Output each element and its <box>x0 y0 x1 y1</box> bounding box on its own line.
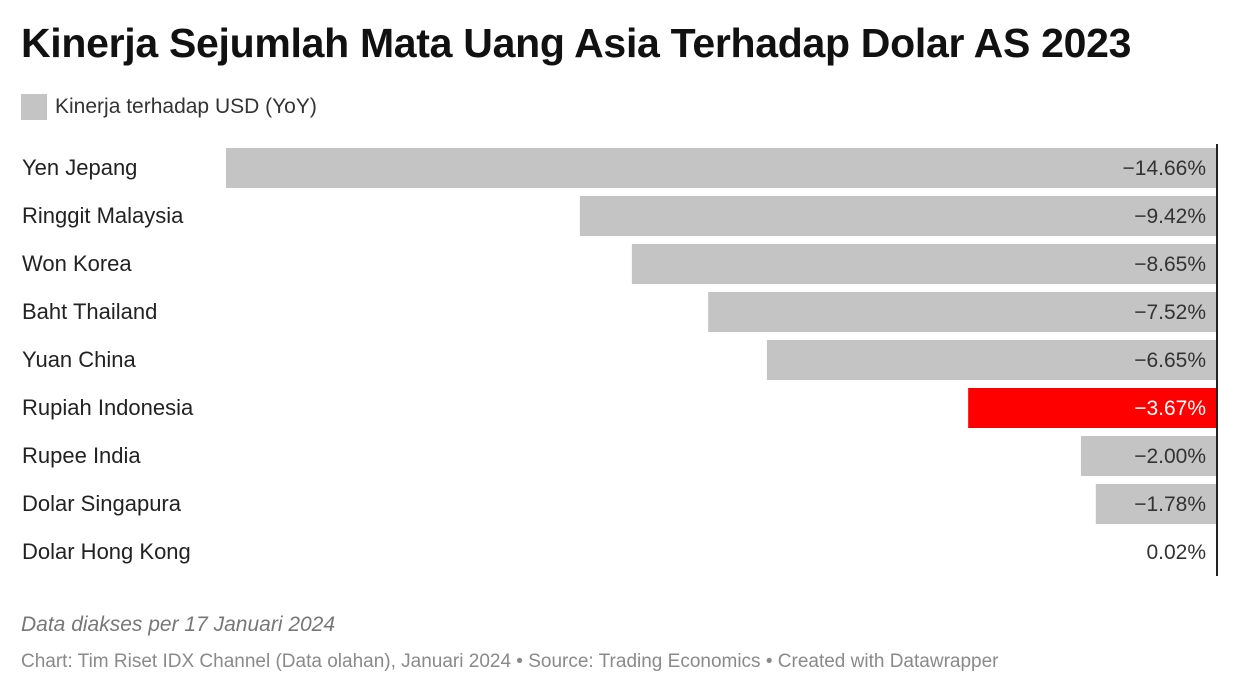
category-label: Ringgit Malaysia <box>22 203 184 228</box>
value-label: −14.66% <box>1123 157 1207 180</box>
bar <box>226 148 1216 188</box>
value-label: −2.00% <box>1134 445 1206 468</box>
category-label: Yuan China <box>22 347 137 372</box>
value-label: −8.65% <box>1134 253 1206 276</box>
category-label: Baht Thailand <box>22 299 157 324</box>
chart-title: Kinerja Sejumlah Mata Uang Asia Terhadap… <box>21 20 1132 66</box>
category-label: Rupee India <box>22 443 141 468</box>
bar <box>579 196 1216 236</box>
bar <box>631 244 1216 284</box>
category-label: Dolar Singapura <box>22 491 182 516</box>
legend: Kinerja terhadap USD (YoY) <box>21 92 317 122</box>
category-label: Yen Jepang <box>22 155 137 180</box>
bar <box>1080 436 1216 476</box>
category-label: Rupiah Indonesia <box>22 395 194 420</box>
bar <box>766 340 1216 380</box>
value-label: 0.02% <box>1146 541 1206 564</box>
legend-swatch <box>21 94 47 120</box>
value-label: −9.42% <box>1134 205 1206 228</box>
bar-chart: Yen Jepang −14.66% Ringgit Malaysia −9.42% W… <box>22 144 1218 576</box>
category-label: Dolar Hong Kong <box>22 539 191 564</box>
data-note: Data diakses per 17 Januari 2024 <box>21 613 336 636</box>
bar <box>708 292 1216 332</box>
bar <box>1095 484 1216 524</box>
value-label: −7.52% <box>1134 301 1206 324</box>
chart-credits: Chart: Tim Riset IDX Channel (Data olaha… <box>21 651 999 672</box>
value-label: −3.67% <box>1134 397 1206 420</box>
value-label: −1.78% <box>1134 493 1206 516</box>
category-label: Won Korea <box>22 251 132 276</box>
value-label: −6.65% <box>1134 349 1206 372</box>
bar <box>968 388 1216 428</box>
legend-label: Kinerja terhadap USD (YoY) <box>55 95 317 118</box>
